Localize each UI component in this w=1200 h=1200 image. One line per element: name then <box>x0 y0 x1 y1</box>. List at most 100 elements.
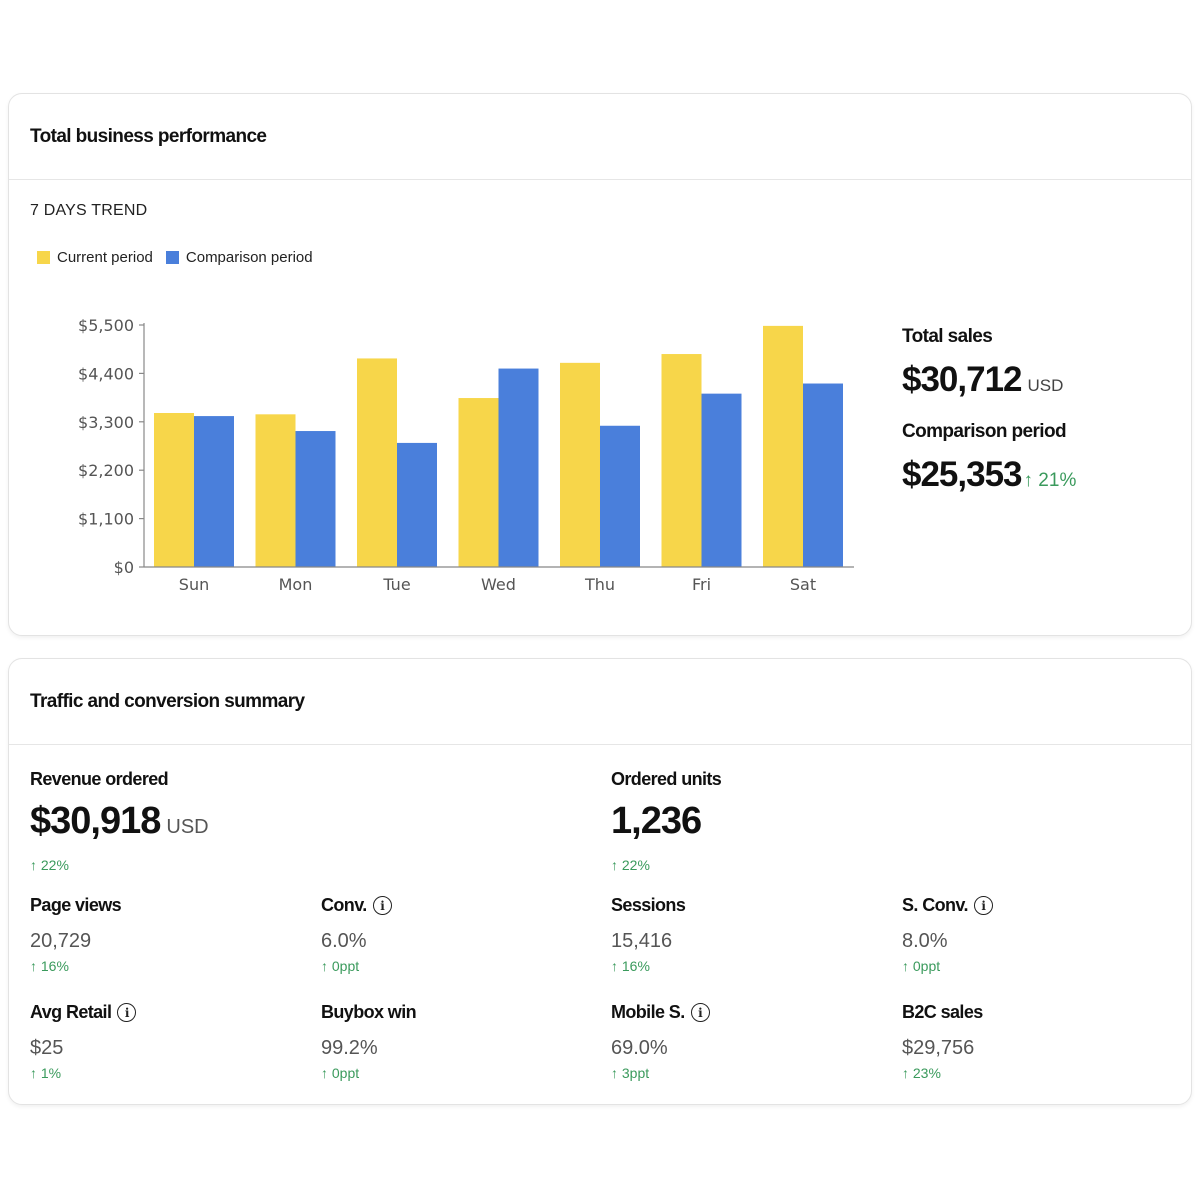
x-tick-label: Sat <box>790 575 816 594</box>
bar-comparison-sun <box>194 416 234 567</box>
ordered-units-label: Ordered units <box>611 769 722 789</box>
buybox-win-change: ↑ 0ppt <box>321 1065 360 1081</box>
conv-change: ↑ 0ppt <box>321 958 360 974</box>
mobile-s-label: Mobile S. <box>611 1002 685 1022</box>
s-conv-label-row: S. Conv. i <box>902 895 993 916</box>
legend-item-comparison: Comparison period <box>165 249 313 266</box>
x-tick-label: Wed <box>481 575 516 594</box>
buybox-win-metric: Buybox win 99.2% ↑ 0ppt <box>321 1002 417 1081</box>
bar-current-tue <box>357 358 397 567</box>
info-icon[interactable]: i <box>117 1003 137 1022</box>
total-sales-label: Total sales <box>902 326 993 347</box>
revenue-ordered-row: $30,918 USD <box>30 800 209 843</box>
sessions-label: Sessions <box>611 895 686 915</box>
legend-item-current: Current period <box>37 249 153 266</box>
x-tick-label: Tue <box>382 575 410 594</box>
legend-label-current: Current period <box>57 249 153 266</box>
conv-value: 6.0% <box>321 930 367 952</box>
sessions-value: 15,416 <box>611 930 673 952</box>
conv-label-row: Conv. i <box>321 895 392 916</box>
revenue-ordered-label: Revenue ordered <box>30 769 169 789</box>
legend-swatch-current <box>37 251 50 264</box>
legend-swatch-comparison <box>165 251 179 264</box>
conv-label: Conv. <box>321 895 367 915</box>
x-tick-label: Thu <box>584 575 615 594</box>
sessions-metric: Sessions 15,416 ↑ 16% <box>611 895 686 974</box>
comparison-period-label: Comparison period <box>902 421 1067 442</box>
info-icon[interactable]: i <box>690 1003 710 1022</box>
ordered-units-metric: Ordered units 1,236 ↑ 22% <box>611 769 722 873</box>
mobile-s-value: 69.0% <box>611 1037 668 1059</box>
x-tick-label: Mon <box>279 575 313 594</box>
x-tick-label: Fri <box>692 575 711 594</box>
trend-label: 7 DAYS TREND <box>30 202 148 219</box>
traffic-card-header: Traffic and conversion summary <box>9 659 1191 745</box>
avg-retail-change: ↑ 1% <box>30 1065 62 1081</box>
avg-retail-label-row: Avg Retail i <box>30 1002 137 1023</box>
bar-comparison-tue <box>397 442 437 567</box>
bar-current-fri <box>661 354 702 567</box>
s-conv-label: S. Conv. <box>902 895 968 915</box>
buybox-win-value: 99.2% <box>321 1037 378 1059</box>
ordered-units-change: ↑ 22% <box>611 857 650 873</box>
total-sales-unit: USD <box>1027 376 1064 395</box>
bar-comparison-thu <box>600 425 640 567</box>
bar-current-thu <box>560 362 600 567</box>
bar-comparison-fri <box>701 393 742 567</box>
page-views-label: Page views <box>30 895 122 915</box>
b2c-sales-metric: B2C sales $29,756 ↑ 23% <box>902 1002 983 1081</box>
traffic-card: Traffic and conversion summary Revenue o… <box>8 658 1192 1105</box>
revenue-ordered-change: ↑ 22% <box>30 857 69 873</box>
sales-summary: Total sales $30,712 USD Comparison perio… <box>902 326 1076 492</box>
mobile-s-label-row: Mobile S. i <box>611 1002 710 1023</box>
y-tick-label: $0 <box>114 558 134 577</box>
mobile-s-change: ↑ 3ppt <box>611 1065 650 1081</box>
performance-card: Total business performance 7 DAYS TREND … <box>8 93 1192 636</box>
comparison-change: ↑ 21% <box>1023 470 1077 491</box>
performance-title: Total business performance <box>30 125 267 147</box>
b2c-sales-change: ↑ 23% <box>902 1065 941 1081</box>
avg-retail-label: Avg Retail <box>30 1002 112 1022</box>
bar-current-mon <box>255 414 296 567</box>
bar-current-wed <box>458 398 499 567</box>
sessions-change: ↑ 16% <box>611 958 650 974</box>
legend-label-comparison: Comparison period <box>185 249 313 266</box>
s-conv-metric: S. Conv. i 8.0% ↑ 0ppt <box>902 895 993 974</box>
y-tick-label: $3,300 <box>78 413 134 432</box>
comparison-value: $25,353 <box>902 455 1023 494</box>
revenue-ordered-value: $30,918 <box>30 800 161 842</box>
conv-metric: Conv. i 6.0% ↑ 0ppt <box>321 895 392 974</box>
ordered-units-value: 1,236 <box>611 800 702 842</box>
traffic-title: Traffic and conversion summary <box>30 690 305 712</box>
s-conv-change: ↑ 0ppt <box>902 958 941 974</box>
y-tick-label: $5,500 <box>78 316 134 335</box>
info-icon[interactable]: i <box>372 896 392 915</box>
x-tick-label: Sun <box>179 575 209 594</box>
b2c-sales-label: B2C sales <box>902 1002 983 1022</box>
bar-current-sat <box>763 325 803 567</box>
bar-current-sun <box>154 413 194 567</box>
y-tick-label: $1,100 <box>78 510 134 529</box>
page-views-value: 20,729 <box>30 930 92 952</box>
buybox-win-label: Buybox win <box>321 1002 417 1022</box>
performance-card-header: Total business performance <box>9 94 1191 180</box>
ordered-units-row: 1,236 <box>611 800 721 843</box>
avg-retail-value: $25 <box>30 1037 64 1059</box>
revenue-ordered-unit: USD <box>166 816 209 838</box>
mobile-s-metric: Mobile S. i 69.0% ↑ 3ppt <box>611 1002 710 1081</box>
y-tick-label: $2,200 <box>78 461 134 480</box>
info-icon[interactable]: i <box>973 896 993 915</box>
sales-bar-chart: Sun Mon Tue Wed Thu Fri Sat $0 $1,100 $2,200 $3,30… <box>78 316 854 594</box>
s-conv-value: 8.0% <box>902 930 948 952</box>
total-sales-value: $30,712 <box>902 360 1023 399</box>
page-views-change: ↑ 16% <box>30 958 69 974</box>
revenue-ordered-metric: Revenue ordered $30,918 USD ↑ 22% <box>30 769 209 873</box>
bar-comparison-sat <box>803 383 843 567</box>
total-sales-row: $30,712 USD <box>902 362 1076 397</box>
page-views-metric: Page views 20,729 ↑ 16% <box>30 895 122 974</box>
bar-comparison-wed <box>498 368 539 567</box>
avg-retail-metric: Avg Retail i $25 ↑ 1% <box>30 1002 137 1081</box>
comparison-row: $25,353 ↑ 21% <box>902 457 1076 492</box>
b2c-sales-value: $29,756 <box>902 1037 975 1059</box>
chart-legend: Current period Comparison period <box>37 249 326 266</box>
